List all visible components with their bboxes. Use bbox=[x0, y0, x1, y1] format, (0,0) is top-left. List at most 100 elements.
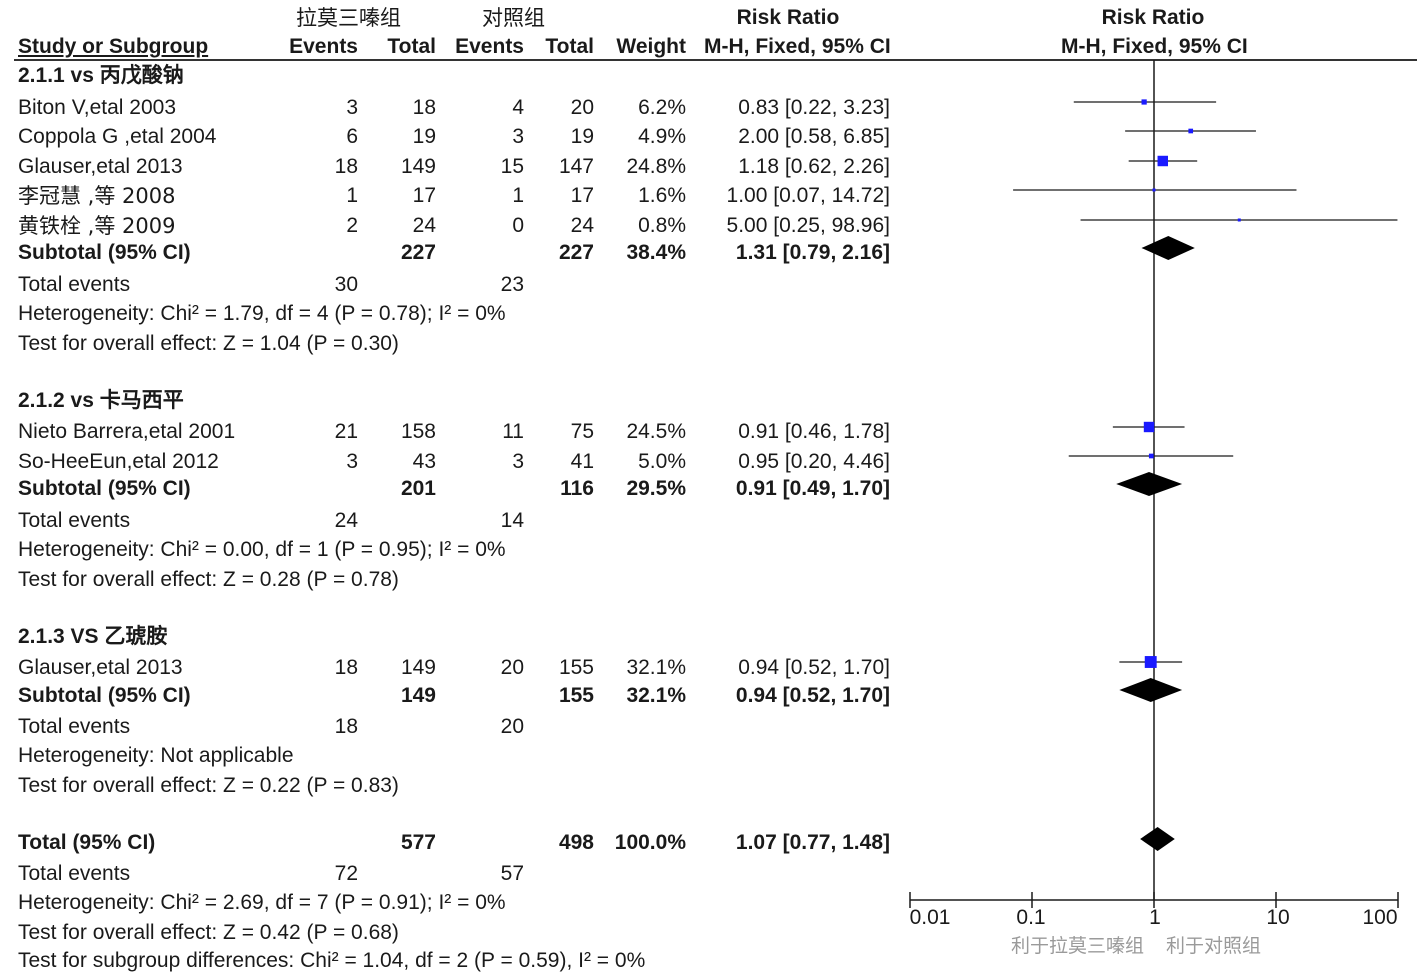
study-total2: 24 bbox=[570, 214, 594, 237]
study-total2: 17 bbox=[570, 184, 594, 207]
study-weight: 6.2% bbox=[638, 96, 686, 119]
study-marker bbox=[1143, 421, 1155, 433]
study-name: Coppola G ,etal 2004 bbox=[18, 125, 217, 148]
total-events-label: Total events bbox=[18, 509, 131, 532]
study-ci: 1.00 [0.07, 14.72] bbox=[726, 184, 890, 207]
study-events2: 15 bbox=[500, 155, 524, 178]
header-rr-method: M-H, Fixed, 95% CI bbox=[704, 35, 891, 58]
total-events2: 14 bbox=[500, 509, 524, 532]
study-weight: 0.8% bbox=[638, 214, 686, 237]
heterogeneity-text: Heterogeneity: Not applicable bbox=[18, 744, 294, 767]
study-total2: 155 bbox=[558, 656, 594, 679]
subtotal-label: Subtotal (95% CI) bbox=[18, 684, 191, 707]
study-events2: 3 bbox=[512, 450, 524, 473]
study-total1: 43 bbox=[412, 450, 436, 473]
header-total2: Total bbox=[545, 35, 594, 58]
study-weight: 24.5% bbox=[626, 420, 686, 443]
summary-diamond bbox=[1119, 678, 1183, 702]
study-weight: 24.8% bbox=[626, 155, 686, 178]
subtotal-ci: 0.94 [0.52, 1.70] bbox=[735, 684, 890, 707]
study-name: Biton V,etal 2003 bbox=[18, 96, 177, 119]
total-events-label: Total events bbox=[18, 862, 131, 885]
study-events2: 11 bbox=[502, 420, 524, 443]
subgroup-differences-text: Test for subgroup differences: Chi² = 1.… bbox=[18, 949, 646, 972]
subtotal-ci: 1.31 [0.79, 2.16] bbox=[735, 241, 890, 264]
subgroup-title: 2.1.1 vs 丙戊酸钠 bbox=[18, 64, 184, 87]
total-events2: 20 bbox=[500, 715, 524, 738]
subtotal-weight: 38.4% bbox=[626, 241, 686, 264]
header-group-ctrl: 对照组 bbox=[482, 6, 545, 30]
header-weight: Weight bbox=[616, 35, 686, 58]
study-total1: 19 bbox=[412, 125, 436, 148]
study-ci: 0.94 [0.52, 1.70] bbox=[738, 656, 890, 679]
favours-right-label: 利于对照组 bbox=[1166, 935, 1262, 957]
axis-tick-label: 10 bbox=[1266, 906, 1290, 929]
favours-left-label: 利于拉莫三嗪组 bbox=[1010, 935, 1144, 957]
study-total2: 19 bbox=[570, 125, 594, 148]
study-events1: 3 bbox=[346, 450, 358, 473]
study-ci: 0.91 [0.46, 1.78] bbox=[738, 420, 890, 443]
study-total1: 158 bbox=[400, 420, 436, 443]
subgroup-title: 2.1.3 VS 乙琥胺 bbox=[18, 625, 168, 648]
study-events2: 20 bbox=[500, 656, 524, 679]
subtotal-total1: 201 bbox=[400, 477, 436, 500]
study-total2: 41 bbox=[570, 450, 594, 473]
summary-diamond bbox=[1141, 236, 1195, 260]
study-ci: 1.18 [0.62, 2.26] bbox=[738, 155, 890, 178]
total-events-label: Total events bbox=[18, 715, 131, 738]
heterogeneity-text: Heterogeneity: Chi² = 1.79, df = 4 (P = … bbox=[18, 302, 506, 325]
study-total2: 147 bbox=[558, 155, 594, 178]
subtotal-weight: 29.5% bbox=[626, 477, 686, 500]
axis-tick-label: 1 bbox=[1149, 906, 1161, 929]
total-total2: 498 bbox=[558, 831, 594, 854]
subtotal-total2: 227 bbox=[558, 241, 594, 264]
total-events1: 72 bbox=[334, 862, 358, 885]
study-ci: 2.00 [0.58, 6.85] bbox=[738, 125, 890, 148]
study-total1: 24 bbox=[412, 214, 436, 237]
header-total1: Total bbox=[387, 35, 436, 58]
axis-tick-label: 100 bbox=[1362, 906, 1398, 929]
study-ci: 0.95 [0.20, 4.46] bbox=[738, 450, 890, 473]
study-events1: 21 bbox=[334, 420, 358, 443]
total-ci: 1.07 [0.77, 1.48] bbox=[735, 831, 890, 854]
study-weight: 4.9% bbox=[638, 125, 686, 148]
header-plot-title: Risk Ratio bbox=[1101, 6, 1205, 29]
study-weight: 5.0% bbox=[638, 450, 686, 473]
study-name: So-HeeEun,etal 2012 bbox=[18, 450, 219, 473]
study-weight: 1.6% bbox=[638, 184, 686, 207]
subtotal-ci: 0.91 [0.49, 1.70] bbox=[735, 477, 890, 500]
study-total1: 149 bbox=[400, 656, 436, 679]
header-study: Study or Subgroup bbox=[18, 35, 209, 58]
summary-diamond bbox=[1116, 472, 1183, 496]
subtotal-total1: 227 bbox=[400, 241, 436, 264]
overall-effect-text: Test for overall effect: Z = 0.42 (P = 0… bbox=[18, 921, 399, 944]
total-weight: 100.0% bbox=[614, 831, 686, 854]
study-events2: 4 bbox=[512, 96, 524, 119]
study-marker bbox=[1144, 656, 1157, 668]
study-events1: 1 bbox=[346, 184, 358, 207]
study-name: 黄铁栓 ,等 2009 bbox=[18, 214, 176, 238]
study-name: Glauser,etal 2013 bbox=[18, 155, 183, 178]
subtotal-label: Subtotal (95% CI) bbox=[18, 477, 191, 500]
overall-effect-text: Test for overall effect: Z = 0.28 (P = 0… bbox=[18, 568, 399, 591]
study-total1: 17 bbox=[412, 184, 436, 207]
overall-effect-text: Test for overall effect: Z = 0.22 (P = 0… bbox=[18, 774, 399, 797]
header-events2: Events bbox=[455, 35, 524, 58]
study-total2: 75 bbox=[570, 420, 594, 443]
header-plot-method: M-H, Fixed, 95% CI bbox=[1061, 35, 1248, 58]
study-events1: 6 bbox=[346, 125, 358, 148]
study-name: Glauser,etal 2013 bbox=[18, 656, 183, 679]
total-events1: 24 bbox=[334, 509, 358, 532]
axis-tick-label: 0.1 bbox=[1016, 906, 1046, 929]
study-total1: 18 bbox=[412, 96, 436, 119]
study-events1: 2 bbox=[346, 214, 358, 237]
study-name: Nieto Barrera,etal 2001 bbox=[18, 420, 236, 443]
subtotal-total2: 116 bbox=[560, 477, 594, 500]
summary-diamond bbox=[1140, 827, 1175, 851]
study-marker bbox=[1157, 155, 1168, 167]
heterogeneity-text: Heterogeneity: Chi² = 0.00, df = 1 (P = … bbox=[18, 538, 506, 561]
total-events2: 57 bbox=[500, 862, 524, 885]
header-group-exp: 拉莫三嗪组 bbox=[296, 6, 401, 30]
study-ci: 0.83 [0.22, 3.23] bbox=[738, 96, 890, 119]
